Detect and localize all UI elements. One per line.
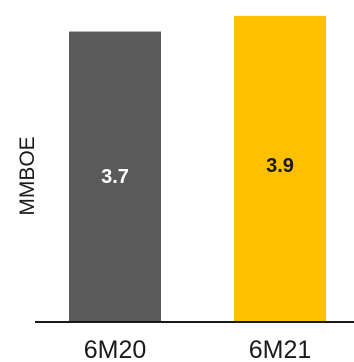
data-label-6m20: 3.7 <box>101 166 129 188</box>
x-tick-label-6m21: 6M21 <box>249 336 312 362</box>
bar-6m21 <box>234 15 326 322</box>
data-label-6m21: 3.9 <box>266 155 294 177</box>
bar-6m20 <box>69 31 161 323</box>
x-tick-label-6m20: 6M20 <box>84 336 147 362</box>
y-axis-title: MMBOE <box>16 136 39 215</box>
bars-layer <box>69 15 326 323</box>
labels-layer: 3.7 6M20 3.9 6M21 <box>84 155 312 362</box>
